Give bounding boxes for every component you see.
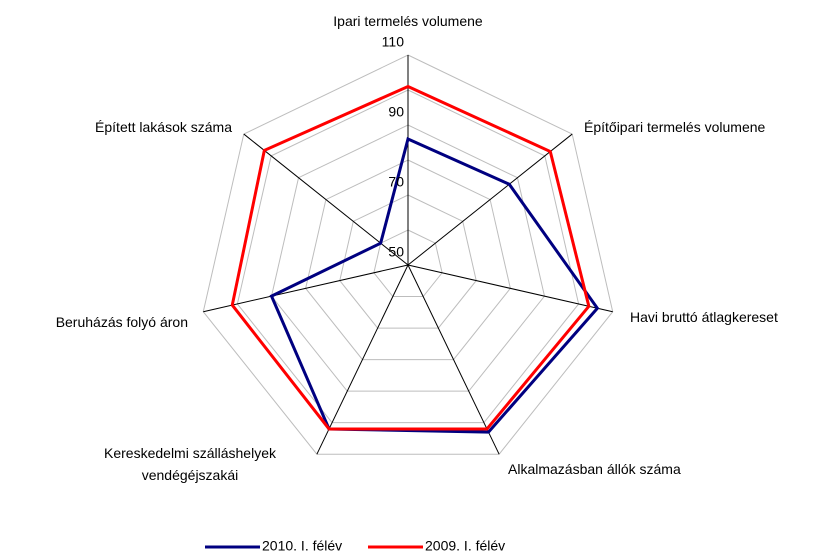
category-label: Havi bruttó átlagkereset (630, 309, 778, 325)
radial-tick-label: 110 (382, 34, 405, 50)
category-label: Ipari termelés volumene (333, 13, 483, 29)
category-label: Kereskedelmi szálláshelyek vendégéjszaká… (104, 445, 276, 483)
series-line (269, 136, 600, 434)
legend-label: 2010. I. félév (262, 538, 342, 554)
radial-tick-label: 50 (388, 244, 404, 260)
radial-tick-label: 70 (388, 174, 404, 190)
legend-label: 2009. I. félév (425, 538, 505, 554)
grid-ring (202, 54, 614, 455)
category-label: Építőipari termelés volumene (584, 119, 766, 135)
grid-ring (270, 124, 546, 392)
series-line (230, 84, 591, 431)
radial-tick-label: 90 (388, 104, 404, 120)
axis-spoke (407, 133, 573, 266)
axis-spoke (407, 264, 613, 313)
axis-spoke (407, 264, 500, 455)
category-label: Épített lakások száma (95, 119, 232, 135)
grid-ring (305, 159, 511, 361)
grid-ring (236, 89, 580, 424)
grid-ring (373, 229, 443, 298)
axis-spoke (316, 264, 409, 455)
axis-spoke (243, 133, 409, 266)
category-label: Alkalmazásban állók száma (508, 461, 681, 477)
category-label: Beruházás folyó áron (55, 314, 188, 330)
grid-ring (339, 194, 477, 329)
axis-spoke (203, 264, 409, 313)
